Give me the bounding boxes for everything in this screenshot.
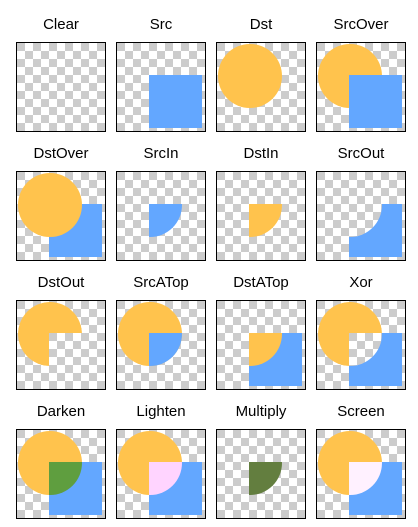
blend-mode-cell-darken: Darken [10,391,112,519]
blend-mode-label: DstOut [37,274,85,291]
src-square [149,75,202,128]
blend-mode-label: Lighten [136,403,186,420]
dst-circle [249,333,282,366]
blend-mode-cell-srcout: SrcOut [310,133,412,261]
blend-mode-swatch [216,171,306,261]
blend-mode-cell-dst: Dst [210,4,312,132]
blend-mode-swatch [316,42,406,132]
src-square [349,333,402,386]
blend-mode-swatch [116,42,206,132]
blend-mode-cell-clear: Clear [10,4,112,132]
blend-mode-cell-xor: Xor [310,262,412,390]
blend-mode-swatch [16,171,106,261]
blend-mode-cell-srcover: SrcOver [310,4,412,132]
dst-circle [249,204,282,237]
blend-mode-label: SrcOver [333,16,389,33]
blend-mode-label: SrcATop [133,274,189,291]
blend-mode-label: Clear [43,16,79,33]
blend-mode-cell-dstatop: DstATop [210,262,312,390]
blend-mode-label: DstIn [243,145,279,162]
blend-mode-swatch [216,300,306,390]
blend-mode-swatch [216,42,306,132]
blend-mode-cell-dstin: DstIn [210,133,312,261]
blend-mode-label: DstOver [33,145,89,162]
blend-mode-swatch [16,300,106,390]
blend-mode-label: SrcOut [337,145,385,162]
blend-mode-swatch [316,171,406,261]
blend-mode-swatch [316,300,406,390]
blend-mode-cell-src: Src [110,4,212,132]
blend-mode-cell-lighten: Lighten [110,391,212,519]
blend-mode-swatch [316,429,406,519]
blend-mode-swatch [16,429,106,519]
blend-mode-swatch [116,300,206,390]
blend-mode-cell-screen: Screen [310,391,412,519]
blend-mode-cell-srcin: SrcIn [110,133,212,261]
blend-mode-label: SrcIn [143,145,179,162]
blend-mode-label: Xor [349,274,373,291]
blend-mode-swatch [16,42,106,132]
blend-mode-cell-multiply: Multiply [210,391,312,519]
blend-mode-label: Dst [249,16,273,33]
blend-mode-label: Multiply [235,403,287,420]
blend-mode-swatch [216,429,306,519]
dst-circle [18,173,82,237]
blend-mode-cell-srcatop: SrcATop [110,262,212,390]
src-square [349,204,402,257]
blend-mode-label: Screen [337,403,385,420]
blend-mode-cell-dstout: DstOut [10,262,112,390]
blend-mode-cell-dstover: DstOver [10,133,112,261]
src-square [349,75,402,128]
blend-mode-swatch [116,171,206,261]
dst-circle [18,302,82,366]
dst-circle [218,44,282,108]
blend-mode-label: Darken [36,403,86,420]
blend-mode-label: DstATop [233,274,289,291]
blend-mode-swatch [116,429,206,519]
transparency-checkerboard [17,43,105,131]
blend-mode-label: Src [149,16,173,33]
